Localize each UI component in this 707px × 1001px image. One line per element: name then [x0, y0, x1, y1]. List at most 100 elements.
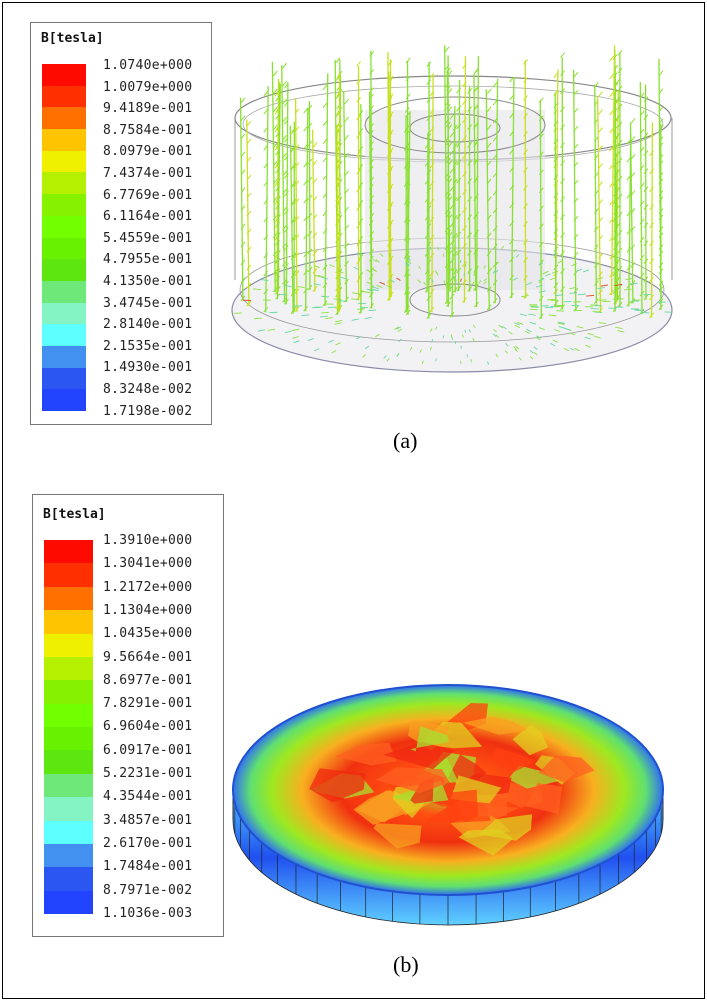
flux-arrow	[435, 270, 438, 274]
flux-arrow	[643, 186, 649, 193]
flux-arrow	[486, 286, 492, 293]
flux-arrow	[313, 265, 320, 269]
flux-arrow	[369, 87, 375, 93]
flux-arrow	[336, 72, 342, 79]
flux-arrow	[462, 189, 467, 195]
flux-arrow	[443, 45, 448, 304]
flux-arrow	[444, 100, 450, 107]
flux-arrow	[492, 225, 498, 232]
flux-arrow	[328, 339, 334, 343]
flux-arrow	[291, 198, 297, 205]
flux-arrow	[336, 85, 342, 91]
flux-arrow	[513, 249, 517, 253]
legend-label: 6.9604e-001	[103, 719, 193, 735]
flux-arrow	[263, 198, 269, 205]
flux-arrow	[609, 109, 614, 116]
flux-arrow	[358, 146, 364, 152]
flux-arrow	[471, 281, 475, 285]
flux-arrow	[387, 169, 392, 175]
flux-arrow	[609, 163, 614, 170]
flux-arrow	[486, 178, 492, 185]
contour-patch	[373, 823, 422, 849]
flux-arrow	[535, 337, 541, 341]
flux-arrow	[358, 200, 364, 206]
flux-arrow	[492, 261, 498, 268]
flux-arrow	[573, 125, 579, 132]
flux-arrow	[593, 298, 599, 304]
flux-arrow	[386, 358, 390, 362]
flux-arrow	[492, 279, 498, 286]
flux-arrow	[514, 324, 521, 329]
flux-arrow	[387, 277, 392, 283]
flux-arrow	[443, 280, 446, 284]
flux-arrow	[462, 334, 464, 338]
flux-arrow	[538, 295, 544, 302]
flux-arrow	[462, 261, 467, 267]
flux-arrow	[467, 286, 473, 292]
color-band	[42, 389, 86, 411]
legend-label: 2.8140e-001	[103, 317, 193, 333]
flux-arrow	[449, 257, 455, 264]
flux-arrow	[594, 335, 601, 339]
flux-arrow	[495, 334, 500, 338]
flux-arrow	[643, 114, 649, 121]
contour-patch	[478, 814, 533, 841]
flux-arrow	[449, 131, 455, 138]
flux-arrow	[282, 80, 287, 87]
flux-arrow	[281, 65, 286, 303]
flux-arrow	[643, 204, 649, 211]
flux-arrow	[573, 143, 579, 150]
flux-arrow	[449, 293, 455, 300]
flux-arrow	[426, 132, 429, 293]
flux-arrow	[552, 339, 558, 343]
color-band	[44, 773, 93, 798]
flux-arrow	[379, 281, 386, 285]
flux-arrow	[307, 104, 313, 111]
flux-arrow	[319, 315, 328, 318]
flux-arrow	[263, 306, 269, 313]
flux-arrow	[538, 169, 544, 176]
flux-arrow	[617, 67, 623, 74]
flux-arrow	[553, 300, 559, 307]
contour-patch	[383, 741, 455, 770]
color-bar	[42, 64, 86, 411]
flux-arrow	[495, 353, 499, 358]
color-band	[42, 215, 86, 238]
flux-arrow	[387, 133, 392, 139]
flux-arrow	[449, 113, 455, 120]
legend-label: 1.7484e-001	[103, 859, 193, 875]
flux-arrow	[356, 151, 361, 157]
flux-arrow	[447, 196, 453, 202]
contour-patch	[538, 755, 595, 783]
flux-arrow	[307, 230, 313, 237]
flux-arrow	[294, 198, 300, 205]
flux-arrows	[233, 45, 673, 365]
flux-arrow	[598, 91, 603, 97]
flux-arrow	[429, 162, 435, 169]
flux-arrow	[336, 108, 342, 115]
flux-arrow	[263, 126, 269, 133]
flux-arrow	[609, 127, 614, 134]
flux-arrow	[612, 306, 618, 312]
legend-label: 6.7769e-001	[103, 187, 193, 203]
flux-arrow	[626, 229, 632, 235]
flux-arrow	[639, 182, 645, 189]
flux-arrow	[358, 128, 364, 134]
flux-arrow	[560, 124, 565, 130]
flux-arrow	[615, 169, 620, 175]
flux-arrow	[272, 106, 278, 113]
flux-arrow	[538, 327, 545, 331]
flux-arrow	[582, 269, 590, 273]
flux-arrow	[246, 120, 252, 127]
flux-arrow	[452, 269, 458, 275]
flux-arrow	[456, 231, 462, 238]
flux-arrow	[529, 321, 537, 325]
color-band	[44, 797, 93, 821]
flux-arrow	[447, 250, 453, 256]
flux-arrow	[523, 275, 528, 281]
flux-arrow	[553, 138, 559, 145]
flux-arrow	[307, 338, 314, 342]
flux-arrow	[322, 138, 328, 145]
flux-arrow	[553, 282, 559, 289]
flux-arrow	[492, 153, 498, 160]
